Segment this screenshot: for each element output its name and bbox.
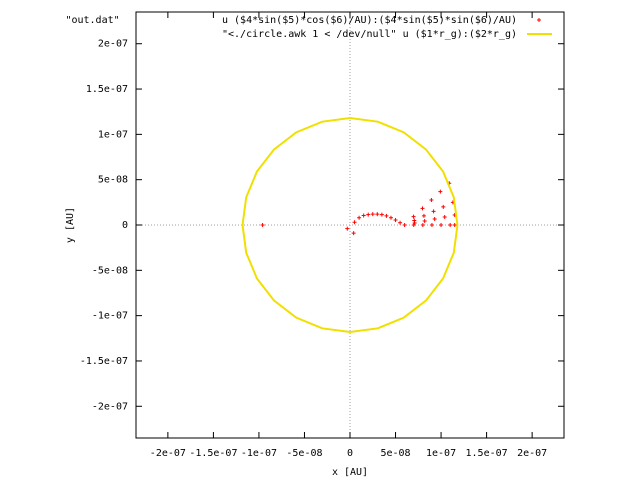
circle-line <box>241 117 459 333</box>
x-tick-label: 1e-07 <box>426 448 456 459</box>
point <box>384 213 389 218</box>
y-tick-label: 2e-07 <box>98 39 128 50</box>
x-tick-label: -1.5e-07 <box>189 448 237 459</box>
point <box>345 226 350 231</box>
point <box>393 218 398 223</box>
x-tick-label: 0 <box>347 448 353 459</box>
y-tick-label: -1e-07 <box>92 311 128 322</box>
point <box>421 213 426 218</box>
y-tick-label: 1.5e-07 <box>86 84 128 95</box>
y-tick-label: 0 <box>122 220 128 231</box>
point <box>448 223 453 227</box>
plot-border <box>135 11 565 439</box>
y-tick-label: -5e-08 <box>92 265 128 276</box>
point <box>429 197 434 202</box>
x-tick-label: -1e-07 <box>241 448 277 459</box>
y-tick-label: 1e-07 <box>98 129 128 140</box>
y-tick-label: 5e-08 <box>98 175 128 186</box>
point <box>420 206 425 211</box>
point <box>370 212 375 217</box>
point <box>366 212 371 217</box>
legend-label: "<./circle.awk 1 < /dev/null" u ($1*r_g)… <box>222 29 517 40</box>
point <box>379 212 384 217</box>
point <box>439 223 444 227</box>
point <box>388 215 393 220</box>
point <box>442 215 447 220</box>
x-tick-label: -2e-07 <box>150 448 186 459</box>
point <box>452 223 457 227</box>
point <box>402 223 407 227</box>
x-tick-label: -5e-08 <box>286 448 322 459</box>
y-tick-label: -2e-07 <box>92 401 128 412</box>
point <box>420 223 425 227</box>
x-axis-label: x [AU] <box>332 467 368 478</box>
legend-label: "out.dat" u ($4*sin($5)*cos($6)/AU):($4*… <box>65 15 517 26</box>
point <box>432 217 437 222</box>
point <box>351 231 356 236</box>
x-tick-label: 5e-08 <box>380 448 410 459</box>
point <box>357 215 362 220</box>
y-tick-label: -1.5e-07 <box>80 356 128 367</box>
point <box>352 220 357 225</box>
point <box>429 223 434 227</box>
point <box>438 189 443 194</box>
x-tick-label: 1.5e-07 <box>466 448 508 459</box>
point <box>375 212 380 217</box>
point <box>422 219 427 224</box>
point <box>411 223 416 227</box>
point <box>411 214 416 219</box>
point <box>398 220 403 225</box>
point <box>260 223 265 227</box>
point <box>441 204 446 209</box>
point <box>361 213 366 218</box>
y-axis-label: y [AU] <box>65 207 76 243</box>
legend-swatch <box>537 18 541 22</box>
point <box>431 209 436 214</box>
x-tick-label: 2e-07 <box>517 448 547 459</box>
